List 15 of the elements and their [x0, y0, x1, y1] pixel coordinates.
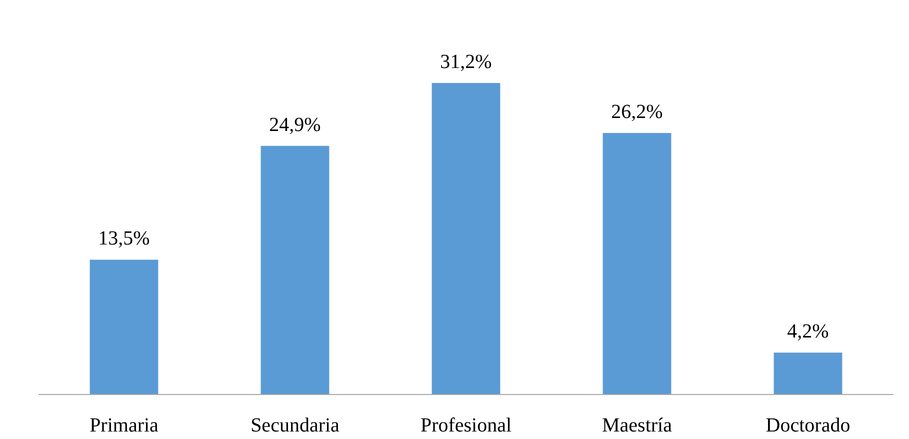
x-tick-label: Secundaria: [250, 414, 340, 436]
data-label: 4,2%: [787, 320, 829, 343]
x-tick-label: Profesional: [420, 414, 512, 436]
bar: [774, 352, 842, 394]
data-label: 13,5%: [98, 228, 150, 250]
x-tick-label: Primaria: [90, 414, 159, 436]
bar: [602, 132, 672, 394]
x-tick-label: Doctorado: [766, 414, 850, 436]
x-tick-label: Maestría: [602, 414, 672, 436]
bar: [260, 146, 330, 394]
data-label: 31,2%: [440, 51, 492, 74]
data-label: 24,9%: [269, 114, 321, 136]
bar: [432, 83, 500, 394]
data-label: 26,2%: [611, 100, 663, 123]
bar: [90, 260, 158, 394]
